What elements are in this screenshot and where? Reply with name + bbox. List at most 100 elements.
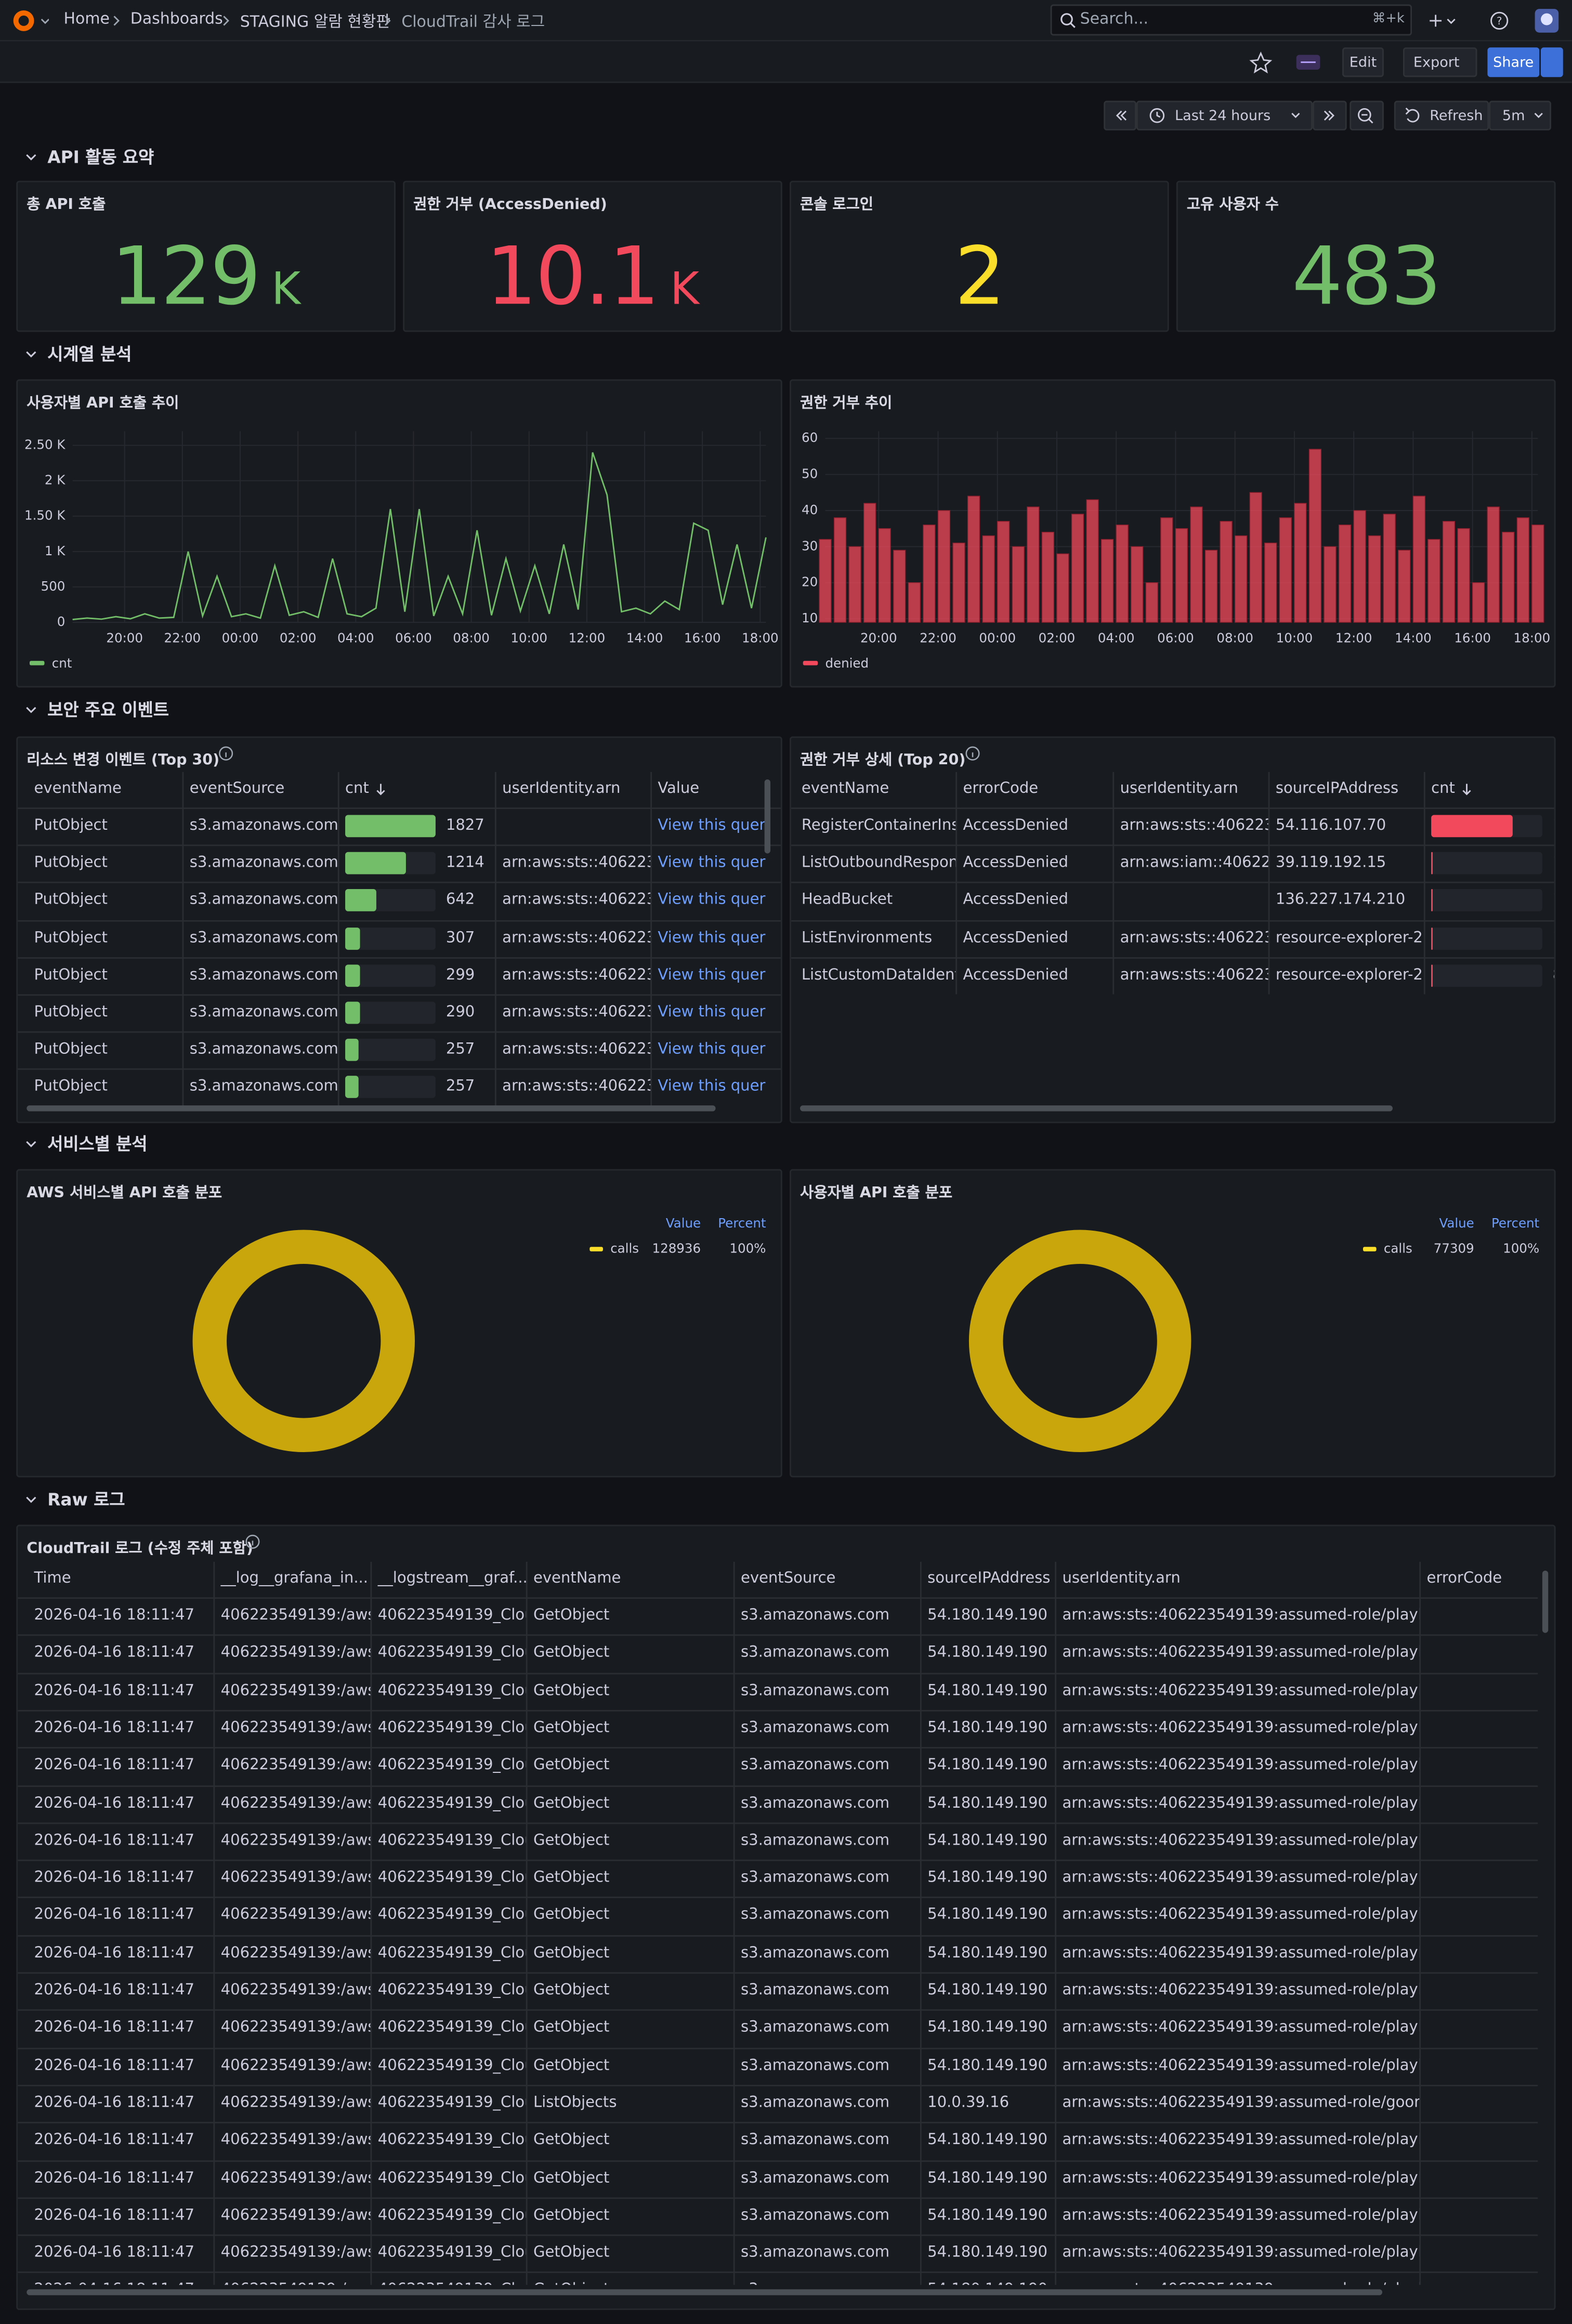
bar: [1264, 542, 1277, 623]
row-divider: [791, 845, 1554, 846]
legend-header[interactable]: Percent: [718, 1216, 766, 1231]
h-scrollbar[interactable]: [800, 1105, 1393, 1112]
x-tick-label: 14:00: [626, 630, 663, 645]
table-cell: 406223549139:/aws/: [220, 1608, 371, 1624]
column-header[interactable]: eventSource: [741, 1571, 836, 1587]
column-header[interactable]: eventName: [34, 780, 122, 798]
toolbar-icons[interactable]: [1249, 50, 1331, 74]
info-icon: [965, 746, 980, 761]
column-header[interactable]: sourceIPAddress: [1275, 780, 1399, 798]
legend-label[interactable]: calls: [610, 1241, 639, 1256]
section-title[interactable]: 서비스별 분석: [47, 1133, 148, 1155]
row-divider: [18, 1032, 781, 1033]
bar: [1294, 503, 1307, 623]
section-title[interactable]: 보안 주요 이벤트: [47, 699, 169, 721]
legend-header[interactable]: Value: [666, 1216, 701, 1231]
pie-slice: [192, 1230, 415, 1452]
time-back[interactable]: [1104, 100, 1136, 130]
collapse-icon[interactable]: [25, 704, 37, 716]
breadcrumb[interactable]: STAGING 알람 현황판: [240, 13, 390, 31]
column-header[interactable]: userIdentity.arn: [1062, 1571, 1181, 1587]
y-tick-label: 0: [57, 614, 66, 629]
legend-percent: 100%: [1503, 1241, 1539, 1256]
grafana-logo[interactable]: [10, 7, 49, 34]
column-header[interactable]: __log__grafana_in...: [220, 1571, 369, 1587]
legend-label[interactable]: calls: [1384, 1241, 1412, 1256]
breadcrumb[interactable]: Home: [63, 10, 110, 29]
column-header[interactable]: eventSource: [189, 780, 285, 798]
edit-button[interactable]: Edit: [1342, 47, 1384, 77]
collapse-icon[interactable]: [25, 151, 37, 163]
row-divider: [18, 919, 781, 921]
table-cell: s3.amazonaws.com: [189, 855, 338, 872]
table-cell: AccessDenied: [963, 967, 1068, 984]
h-scrollbar[interactable]: [27, 2289, 1383, 2295]
table-cell: arn:aws:sts::406223549139:assumed-role/p…: [1062, 1720, 1420, 1737]
bar: [982, 535, 995, 623]
legend-header[interactable]: Value: [1439, 1216, 1474, 1231]
refresh-button[interactable]: Refresh: [1394, 100, 1489, 130]
query-link[interactable]: View this query: [658, 1079, 766, 1096]
sort-icon: [376, 784, 385, 795]
column-header[interactable]: eventName: [533, 1571, 621, 1587]
collapse-icon[interactable]: [25, 348, 37, 360]
column-header[interactable]: eventName: [801, 780, 889, 798]
collapse-icon[interactable]: [25, 1494, 37, 1506]
share-dropdown[interactable]: [1541, 47, 1563, 77]
table-cell: ListObjects: [533, 2095, 617, 2111]
time-picker[interactable]: Last 24 hours: [1136, 100, 1313, 130]
pie-chart: calls 77309 100% Value Percent: [968, 1216, 1540, 1452]
column-header[interactable]: errorCode: [1426, 1571, 1502, 1587]
v-scrollbar[interactable]: [1542, 1571, 1549, 1633]
column-header[interactable]: cnt: [345, 780, 369, 798]
h-scrollbar[interactable]: [27, 1105, 716, 1112]
query-link[interactable]: View this query: [658, 892, 766, 909]
legend-label[interactable]: denied: [825, 656, 869, 671]
row-divider: [18, 994, 781, 996]
query-link[interactable]: View this query: [658, 930, 766, 946]
bar: [1056, 553, 1069, 623]
table-cell: 406223549139:/aws/: [220, 2170, 371, 2187]
y-tick-label: 1.50 K: [24, 508, 66, 523]
column-header[interactable]: Time: [34, 1571, 71, 1587]
query-link[interactable]: View this query: [658, 1004, 766, 1021]
legend-label[interactable]: cnt: [52, 656, 72, 671]
query-link[interactable]: View this query: [658, 855, 766, 872]
legend-header[interactable]: Percent: [1491, 1216, 1540, 1231]
export-button[interactable]: Export: [1403, 47, 1477, 77]
row-divider: [18, 2197, 1538, 2199]
breadcrumb[interactable]: Dashboards: [130, 10, 223, 29]
dashboard-toolbar: Edit Export Share: [0, 41, 1572, 83]
column-header[interactable]: Value: [658, 780, 700, 798]
x-tick-label: 10:00: [510, 630, 547, 645]
bar: [833, 517, 847, 623]
table-cell: PutObject: [34, 1079, 108, 1096]
search-box[interactable]: Search... ⌘+k: [1050, 4, 1412, 36]
collapse-icon[interactable]: [25, 1138, 37, 1150]
sort-arrow: [376, 784, 385, 795]
row-divider: [791, 807, 1554, 810]
gauge-track: [1431, 926, 1542, 949]
table-cell: s3.amazonaws.com: [741, 2057, 890, 2074]
share-button[interactable]: Share: [1487, 47, 1540, 77]
column-header[interactable]: cnt: [1431, 780, 1455, 798]
column-header[interactable]: userIdentity.arn: [502, 780, 621, 798]
zoom-out[interactable]: [1350, 100, 1384, 130]
table-cell: 54.180.149.190: [927, 2207, 1047, 2224]
row-divider: [18, 882, 781, 884]
query-link[interactable]: View this query: [658, 818, 766, 834]
table-cell: 54.180.149.190: [927, 1945, 1047, 1962]
section-title[interactable]: API 활동 요약: [47, 147, 154, 168]
section-title[interactable]: 시계열 분석: [47, 344, 132, 365]
section-title[interactable]: Raw 로그: [47, 1489, 125, 1510]
column-header[interactable]: __logstream__graf...: [377, 1571, 526, 1587]
column-header[interactable]: sourceIPAddress: [927, 1571, 1051, 1587]
v-scrollbar[interactable]: [764, 779, 770, 854]
query-link[interactable]: View this query: [658, 1042, 766, 1059]
nav-icons[interactable]: ?: [1422, 7, 1570, 34]
column-header[interactable]: userIdentity.arn: [1120, 780, 1238, 798]
column-header[interactable]: errorCode: [963, 780, 1039, 798]
bar: [923, 524, 936, 623]
query-link[interactable]: View this query: [658, 967, 766, 984]
x-tick-label: 22:00: [920, 630, 957, 645]
